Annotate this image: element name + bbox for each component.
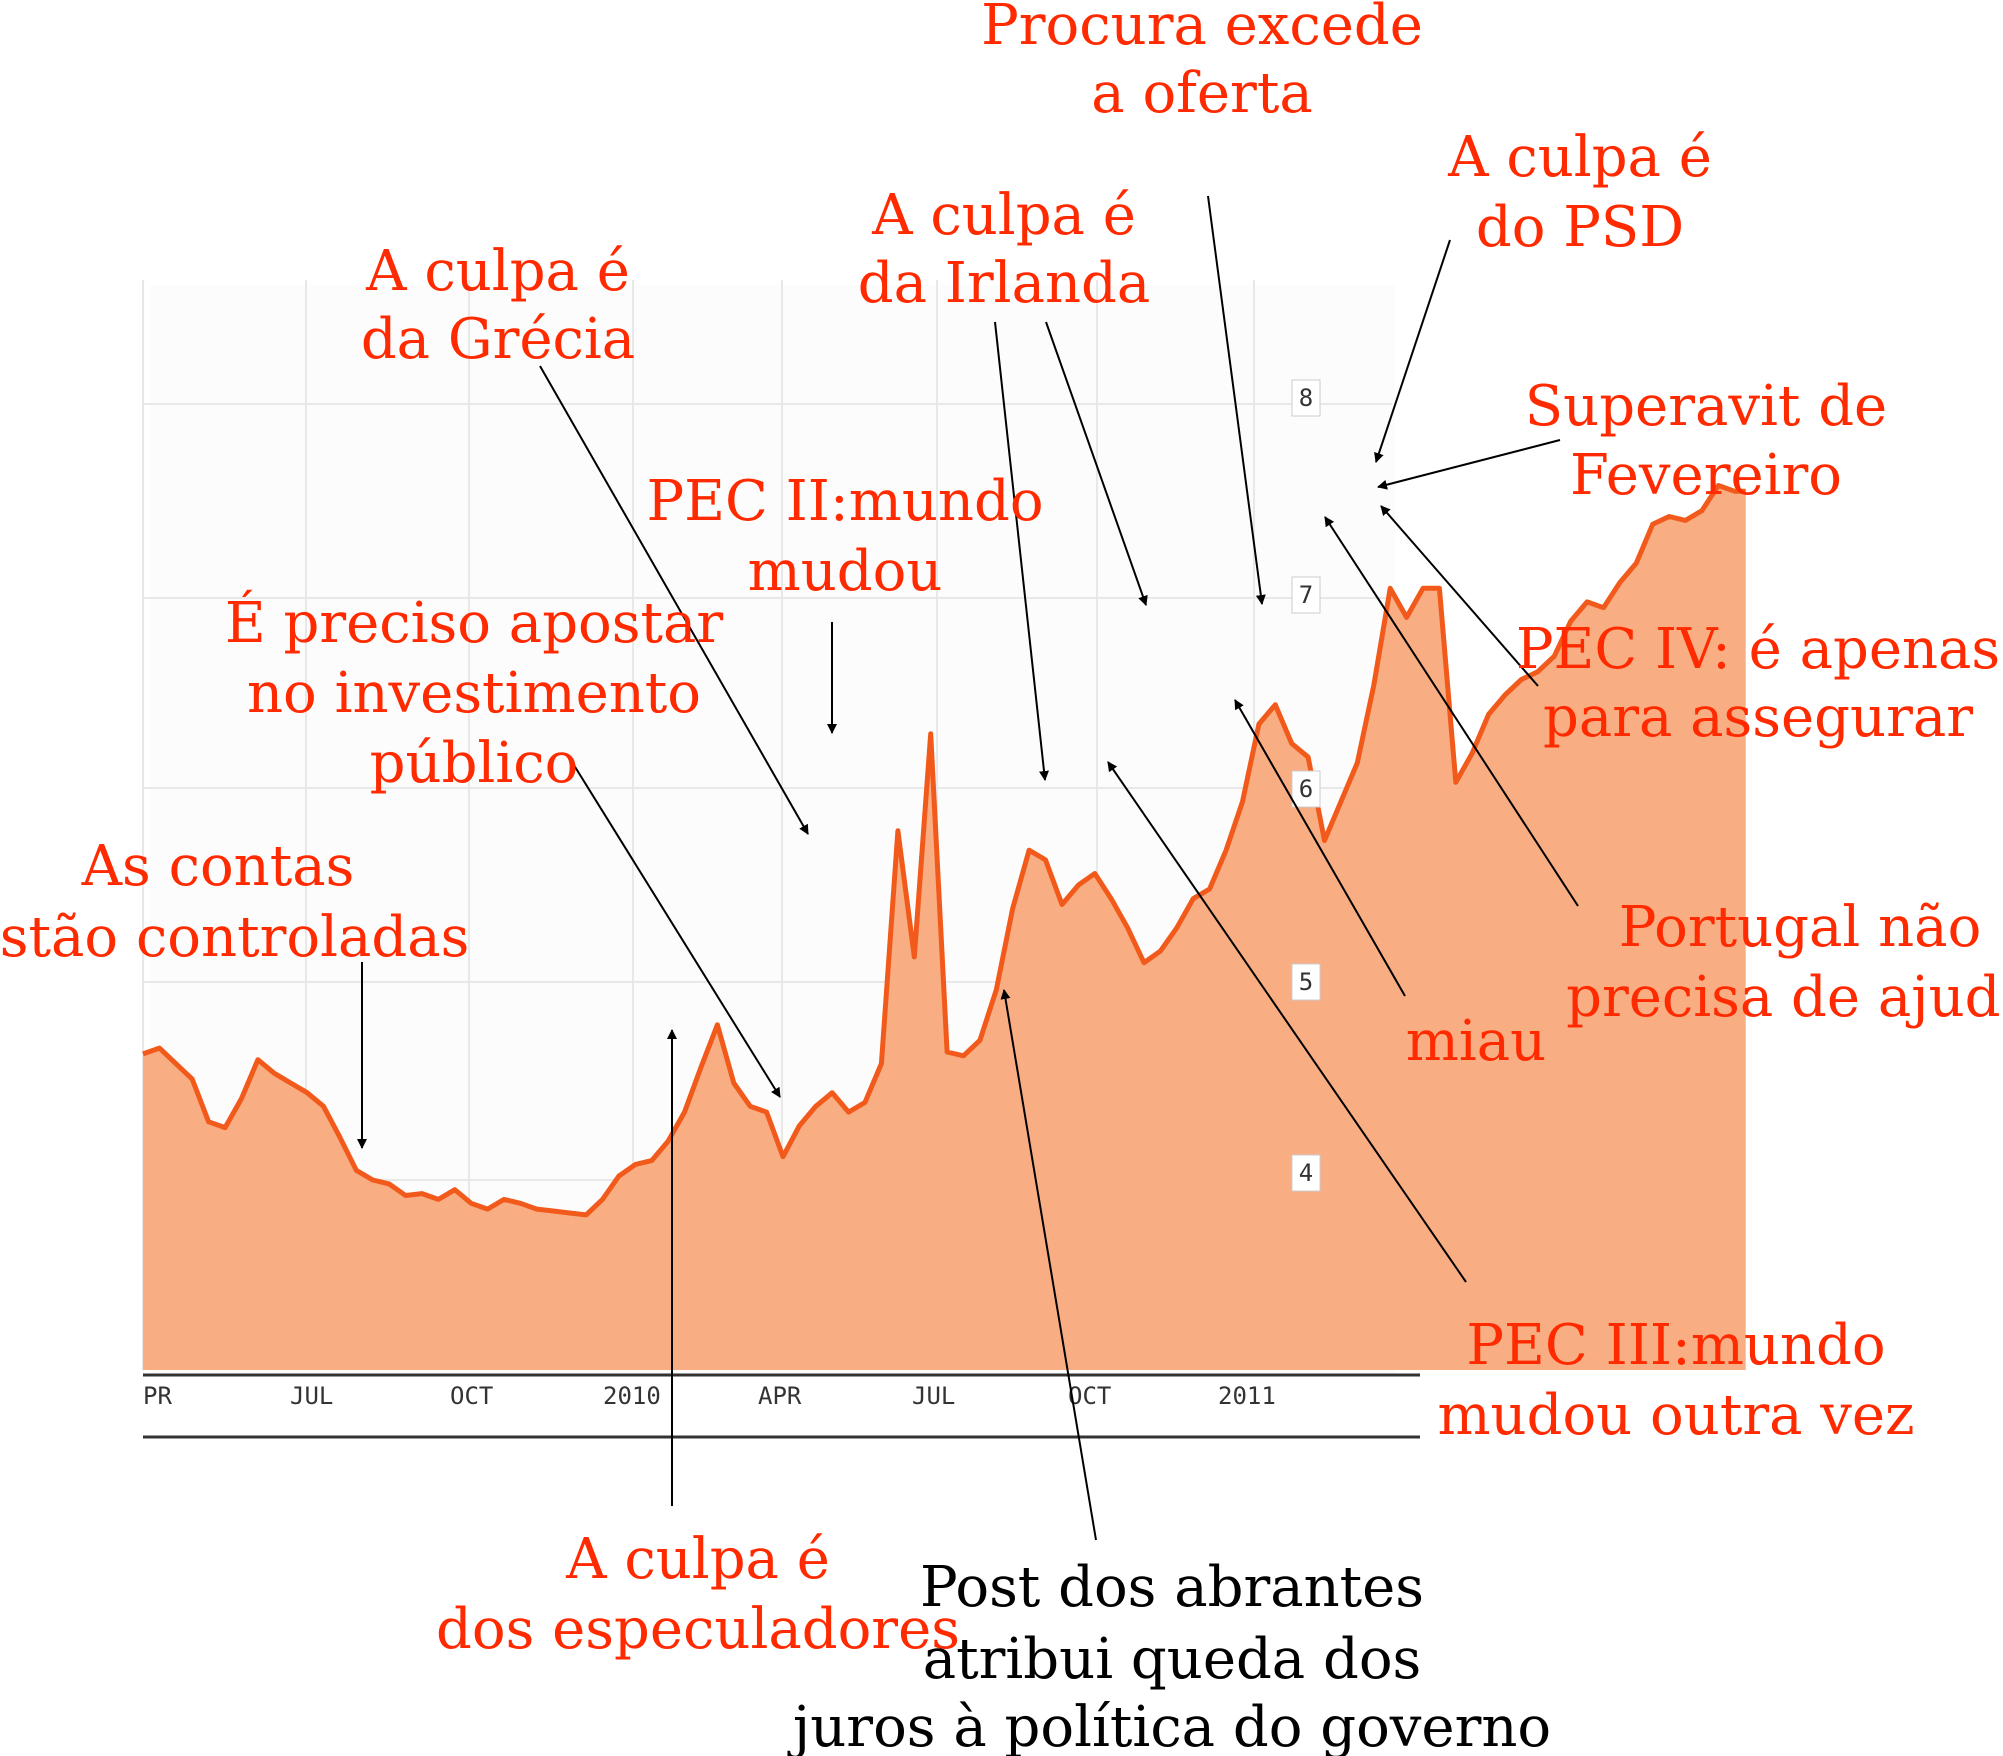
- annotation-line: miau: [1406, 1009, 1546, 1074]
- y-tick-box: [1291, 379, 1321, 417]
- annotation-line: para assegurar: [1543, 685, 1973, 750]
- y-tick-label: 7: [1299, 581, 1313, 609]
- annotation-line: estão controladas: [0, 905, 469, 970]
- x-tick-label: 2010: [603, 1382, 661, 1410]
- arrow-abrantes: [1000, 989, 1097, 1541]
- y-tick: 5: [1291, 963, 1321, 1001]
- arrow-culpa-irlanda: [1045, 321, 1148, 606]
- annotation-miau: miau: [1406, 1009, 1546, 1074]
- plot-area: [142, 483, 1746, 1370]
- annotation-line: a oferta: [1091, 61, 1312, 126]
- x-tick-label: OCT: [1068, 1382, 1111, 1410]
- annotation-line: A culpa é: [365, 239, 630, 304]
- y-tick: 4: [1291, 1154, 1321, 1192]
- x-tick-label: PR: [143, 1382, 172, 1410]
- annotation-line: Procura excede: [981, 0, 1423, 58]
- annotation-line: A culpa é: [565, 1527, 830, 1592]
- x-tick-label: OCT: [450, 1382, 493, 1410]
- annotation-line: Superavit de: [1525, 374, 1887, 439]
- series-line: [142, 483, 1746, 1218]
- annotation-line: A culpa é: [871, 183, 1136, 248]
- arrow-miau: [1234, 699, 1406, 997]
- arrow-superavit: [1377, 439, 1561, 490]
- arrow-culpa-grecia: [539, 365, 809, 835]
- x-tick-label: JUL: [290, 1382, 333, 1410]
- annotation-line: A culpa é: [1447, 125, 1712, 190]
- annotation-line: PEC III:mundo: [1466, 1313, 1885, 1378]
- annotation-culpa-psd: A culpa édo PSD: [1447, 125, 1712, 260]
- y-tick-label: 6: [1299, 775, 1313, 803]
- annotation-line: no investimento: [247, 661, 701, 726]
- arrow-procura: [1207, 195, 1266, 605]
- annotation-culpa-grecia: A culpa éda Grécia: [361, 239, 635, 372]
- annotation-line: PEC IV: é apenas: [1516, 617, 2000, 682]
- y-tick: 6: [1291, 770, 1321, 808]
- arrow-portugal: [1324, 516, 1579, 907]
- annotation-line: dos especuladores: [436, 1597, 960, 1662]
- y-tick: 8: [1291, 379, 1321, 417]
- arrow-culpa-irlanda: [994, 321, 1049, 781]
- annotation-line: Post dos abrantes: [920, 1555, 1424, 1620]
- annotation-culpa-irlanda: A culpa éda Irlanda: [858, 183, 1151, 316]
- y-tick-box: [1291, 770, 1321, 808]
- annotation-line: Fevereiro: [1570, 443, 1842, 508]
- annotation-line: precisa de ajuda: [1566, 965, 2003, 1030]
- x-axis: PR JUL OCT 2010 APR JUL OCT 2011: [143, 1373, 1420, 1439]
- y-tick-label: 8: [1299, 384, 1313, 412]
- y-tick: 7: [1291, 576, 1321, 614]
- arrow-pec-iii: [1107, 761, 1467, 1283]
- y-tick-box: [1291, 576, 1321, 614]
- y-tick-box: [1291, 963, 1321, 1001]
- y-tick-label: 5: [1299, 968, 1313, 996]
- arrow-investimento-publico: [571, 761, 781, 1098]
- x-tick-label: JUL: [912, 1382, 955, 1410]
- annotation-line: É preciso apostar: [225, 589, 724, 656]
- annotation-line: público: [370, 731, 579, 796]
- arrow-culpa-psd: [1374, 239, 1451, 463]
- annotation-line: mudou outra vez: [1437, 1383, 1914, 1448]
- annotation-line: da Irlanda: [858, 251, 1151, 316]
- y-axis: 4 5 6 7 8: [1291, 379, 1321, 1192]
- y-tick-box: [1291, 1154, 1321, 1192]
- annotation-line: atribui queda dos: [923, 1627, 1422, 1692]
- annotation-line: do PSD: [1476, 195, 1684, 260]
- series-area: [143, 485, 1746, 1370]
- annotation-line: juros à política do governo: [787, 1695, 1551, 1756]
- annotation-line: As contas: [81, 834, 355, 899]
- annotation-line: mudou: [748, 539, 943, 604]
- annotation-line: PEC II:mundo: [646, 469, 1043, 534]
- annotation-line: Portugal não: [1619, 895, 1982, 960]
- x-tick-label: APR: [758, 1382, 802, 1410]
- annotation-line: da Grécia: [361, 307, 635, 372]
- annotation-abrantes: Post dos abrantes atribui queda dosjuros …: [787, 1555, 1551, 1756]
- y-tick-label: 4: [1299, 1159, 1313, 1187]
- arrow-pec-iv: [1380, 505, 1539, 687]
- annotation-arrows: [357, 195, 1579, 1541]
- x-tick-label: 2011: [1218, 1382, 1276, 1410]
